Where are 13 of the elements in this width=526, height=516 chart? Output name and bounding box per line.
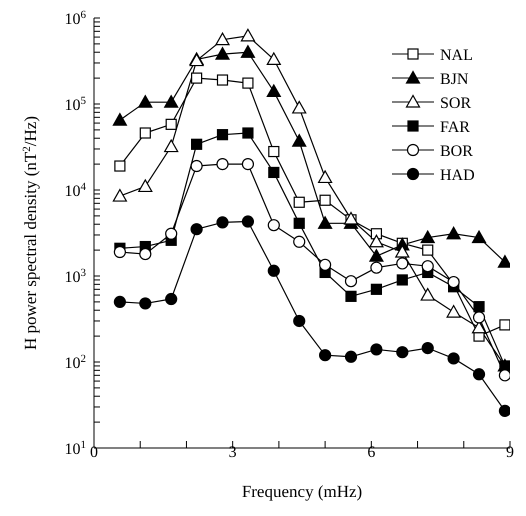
legend-label: BJN — [440, 71, 469, 88]
y-tick-label: 10$^{5}$ — [64, 95, 86, 114]
legend-label: SOR — [440, 95, 472, 112]
legend-label: FAR — [440, 119, 470, 136]
legend-label: BOR — [440, 143, 474, 160]
y-tick-label: 10$^{6}$ — [64, 9, 86, 28]
y-tick-label: 10$^{2}$ — [64, 353, 86, 372]
y-tick-label: 10$^{1}$ — [64, 439, 86, 458]
x-axis-title: Frequency (mHz) — [240, 482, 364, 502]
legend-label: HAD — [440, 167, 475, 184]
y-tick-label: 10$^{4}$ — [64, 181, 86, 200]
legend-label: NAL — [440, 47, 473, 64]
y-tick-label: 10$^{3}$ — [64, 267, 86, 286]
